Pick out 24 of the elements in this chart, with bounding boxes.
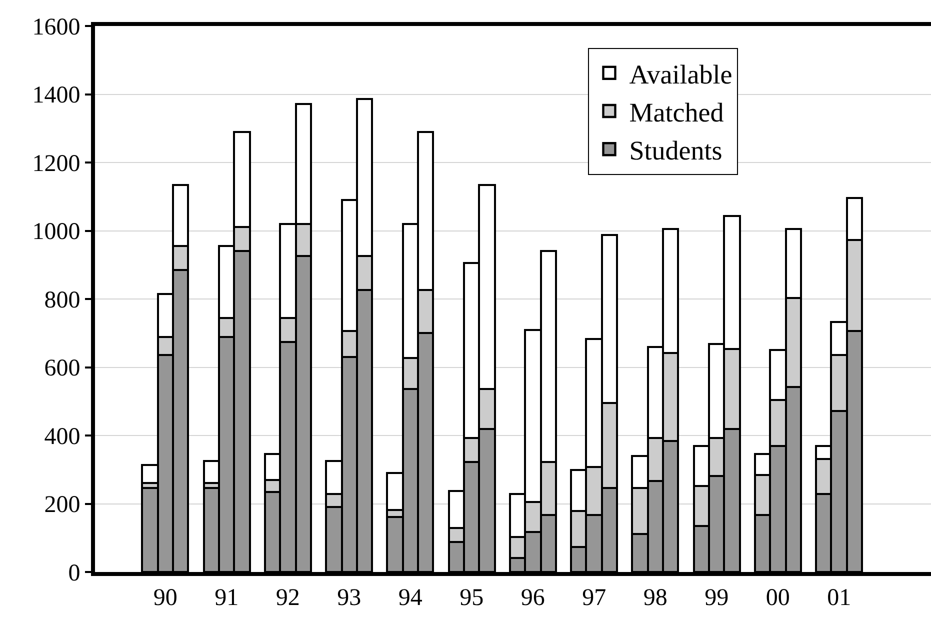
x-tick-label: 92: [276, 584, 300, 611]
y-tick-label: 1200: [32, 150, 80, 177]
x-tick-label: 93: [337, 584, 362, 611]
y-tick-label: 1400: [32, 82, 80, 109]
x-tick-label: 99: [704, 584, 729, 611]
y-tick-label: 600: [44, 356, 80, 382]
legend-label: Available: [629, 59, 732, 90]
x-tick-label: 96: [520, 584, 545, 611]
x-tick-label: 90: [153, 584, 178, 611]
y-tick-label: 200: [44, 492, 80, 518]
x-tick-label: 95: [460, 584, 484, 611]
x-tick-label: 00: [766, 584, 790, 611]
x-tick-label: 98: [643, 584, 668, 611]
y-tick-label: 800: [44, 287, 80, 314]
x-tick-label: 94: [398, 584, 422, 611]
y-tick-label: 0: [68, 560, 80, 586]
y-tick-label: 1000: [32, 219, 80, 246]
x-tick-label: 97: [582, 584, 606, 611]
y-tick-label: 400: [44, 424, 80, 450]
y-tick-label: 1600: [32, 14, 80, 40]
x-tick-label: 01: [827, 584, 852, 611]
legend-label: Matched: [629, 98, 724, 128]
x-tick-label: 91: [214, 584, 239, 611]
legend-label: Students: [629, 136, 722, 166]
